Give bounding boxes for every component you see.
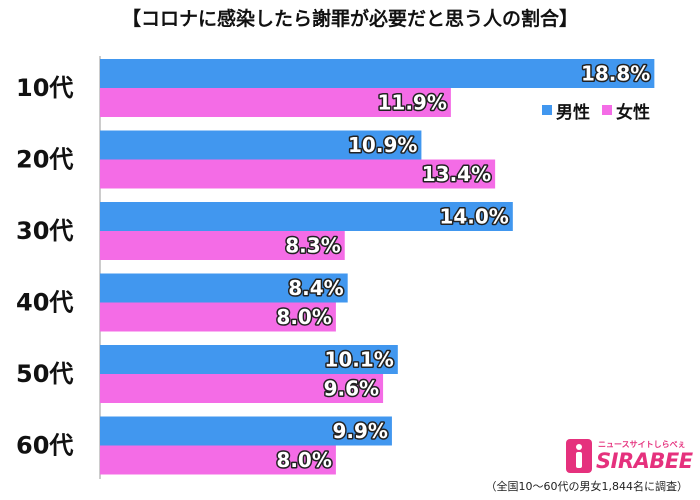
value-label-female: 13.4% [422,162,491,186]
logo-tagline: ニュースサイトしらべぇ [598,440,686,449]
value-label-female: 8.0% [276,448,331,472]
value-label-male: 10.1% [324,348,393,372]
bar-male [100,345,398,374]
chart-title: 【コロナに感染したら謝罪が必要だと思う人の割合】 [121,8,578,30]
bar-male [100,202,513,231]
bar-male [100,416,392,446]
value-label-female: 9.6% [324,377,379,401]
legend: 男性 女性 [536,95,700,125]
legend-label-female: 女性 [616,102,650,123]
bar-female [100,302,336,332]
value-label-male: 14.0% [439,205,508,229]
bar-female [100,445,336,475]
category-label: 40代 [16,289,73,317]
value-label-female: 11.9% [378,91,447,115]
legend-label-male: 男性 [556,102,590,123]
legend-item-female: 女性 [602,98,650,123]
value-label-female: 8.3% [285,234,340,258]
logo-wordmark: SIRABEE [596,449,693,473]
footnote: （全国10～60代の男女1,844名に調査） [485,480,688,493]
logo-mark-icon [566,439,592,473]
value-label-male: 18.8% [581,62,650,86]
bar-male [100,273,348,303]
value-label-female: 8.0% [276,305,331,329]
legend-swatch-female [602,105,612,115]
bar-female [100,374,384,403]
bar-male [100,130,422,160]
category-label: 20代 [16,146,73,174]
legend-item-male: 男性 [542,98,590,123]
sirabee-logo: ニュースサイトしらべぇ SIRABEE [566,439,693,475]
value-label-male: 9.9% [332,419,387,443]
category-label: 50代 [16,360,73,388]
category-label: 10代 [16,74,73,102]
bar-female [100,231,345,260]
category-label: 60代 [16,432,73,460]
value-label-male: 8.4% [288,276,343,300]
bar-male [100,59,655,88]
legend-swatch-male [542,105,552,115]
category-label: 30代 [16,217,73,245]
value-label-male: 10.9% [348,133,417,157]
bar-female [100,88,451,117]
bar-female [100,159,496,189]
